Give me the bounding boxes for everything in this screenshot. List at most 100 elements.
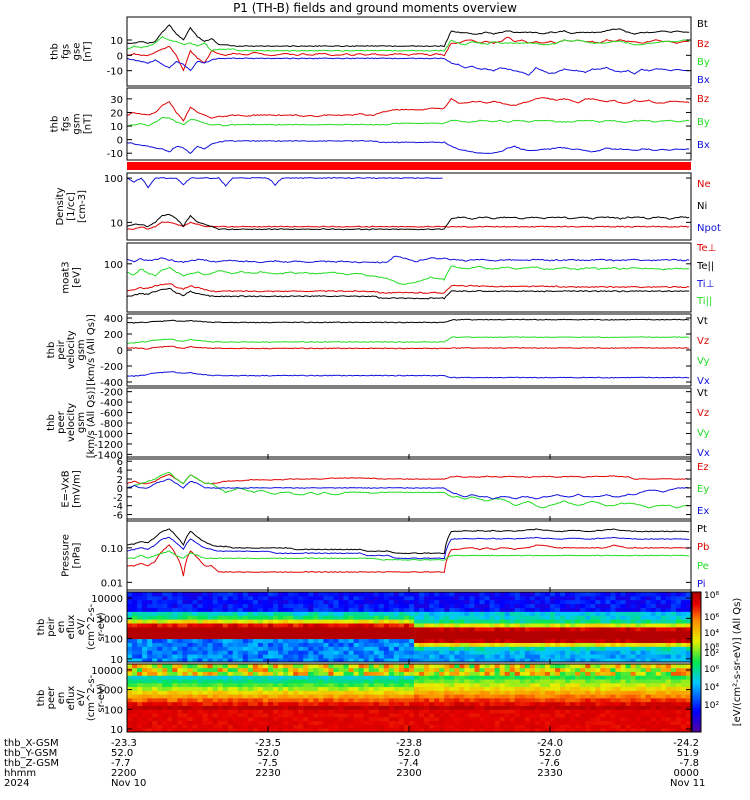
spectrogram-cell bbox=[152, 623, 158, 628]
spectrogram-cell bbox=[333, 646, 339, 651]
spectrogram-cell bbox=[424, 671, 430, 676]
spectrogram-cell bbox=[217, 599, 224, 605]
spectrogram-cell bbox=[555, 667, 561, 672]
spectrogram-cell bbox=[605, 682, 611, 688]
spectrogram-cell bbox=[509, 619, 516, 624]
spectrogram-cell bbox=[162, 634, 168, 640]
spectrogram-cell bbox=[419, 634, 425, 640]
spectrogram-cell bbox=[227, 638, 234, 643]
spectrogram-cell bbox=[565, 654, 571, 659]
spectrogram-cell bbox=[318, 686, 324, 691]
spectrogram-cell bbox=[348, 720, 355, 725]
spectrogram-cell bbox=[283, 720, 289, 725]
spectrogram-cell bbox=[494, 599, 501, 605]
spectrogram-cell bbox=[343, 627, 349, 632]
spectrogram-cell bbox=[222, 638, 229, 643]
spectrogram-cell bbox=[222, 682, 229, 688]
spectrogram-cell bbox=[152, 615, 158, 620]
spectrogram-cell bbox=[409, 634, 415, 640]
spectrogram-cell bbox=[348, 654, 355, 659]
spectrogram-cell bbox=[660, 690, 667, 695]
spectrogram-cell bbox=[635, 690, 642, 695]
spectrogram-cell bbox=[132, 671, 138, 676]
spectrogram-cell bbox=[585, 664, 591, 669]
spectrogram-cell bbox=[675, 654, 682, 659]
spectrogram-cell bbox=[142, 603, 148, 608]
spectrogram-cell bbox=[212, 650, 219, 655]
spectrogram-cell bbox=[635, 615, 642, 620]
spectrogram-cell bbox=[187, 682, 193, 688]
spectrogram-cell bbox=[414, 638, 420, 643]
spectrogram-cell bbox=[670, 698, 677, 703]
spectrogram-cell bbox=[378, 650, 385, 655]
spectrogram-cell bbox=[424, 654, 430, 659]
spectrogram-cell bbox=[293, 650, 299, 655]
spectrogram-cell bbox=[268, 603, 274, 608]
spectrogram-cell bbox=[469, 607, 475, 612]
spectrogram-cell bbox=[348, 595, 355, 601]
spectrogram-cell bbox=[414, 675, 420, 680]
spectrogram-cell bbox=[393, 705, 400, 710]
spectrogram-cell bbox=[625, 595, 631, 601]
spectrogram-cell bbox=[640, 658, 647, 663]
spectrogram-cell bbox=[519, 728, 526, 733]
spectrogram-cell bbox=[615, 682, 621, 688]
spectrogram-cell bbox=[293, 654, 299, 659]
spectrogram-cell bbox=[645, 646, 652, 651]
spectrogram-cell bbox=[137, 615, 143, 620]
spectrogram-cell bbox=[358, 690, 365, 695]
spectrogram-cell bbox=[152, 650, 158, 655]
spectrogram-cell bbox=[660, 603, 667, 608]
spectrogram-cell bbox=[298, 675, 304, 680]
spectrogram-cell bbox=[127, 690, 133, 695]
spectrogram-cell bbox=[403, 646, 410, 651]
spectrogram-cell bbox=[202, 634, 208, 640]
spectrogram-cell bbox=[358, 682, 365, 688]
spectrogram-cell bbox=[434, 686, 440, 691]
spectrogram-cell bbox=[363, 679, 370, 684]
spectrogram-cell bbox=[640, 630, 647, 636]
spectrogram-cell bbox=[489, 654, 496, 659]
spectrogram-cell bbox=[247, 627, 254, 632]
spectrogram-cell bbox=[620, 634, 626, 640]
spectrogram-cell bbox=[605, 690, 611, 695]
spectrogram-cell bbox=[675, 690, 682, 695]
spectrogram-cell bbox=[353, 658, 360, 663]
spectrogram-cell bbox=[424, 646, 430, 651]
spectrogram-cell bbox=[429, 630, 435, 636]
spectrogram-cell bbox=[378, 646, 385, 651]
spectrogram-cell bbox=[237, 679, 244, 684]
spectrogram-cell bbox=[419, 705, 425, 710]
spectrogram-cell bbox=[539, 611, 546, 616]
spectrogram-cell bbox=[262, 607, 269, 612]
spectrogram-cell bbox=[424, 607, 430, 612]
spectrogram-cell bbox=[454, 627, 460, 632]
spectrogram-cell bbox=[680, 642, 687, 647]
spectrogram-cell bbox=[580, 619, 586, 624]
spectrogram-cell bbox=[333, 701, 339, 706]
spectrogram-cell bbox=[560, 664, 566, 669]
spectrogram-cell bbox=[560, 709, 566, 714]
spectrogram-cell bbox=[303, 686, 309, 691]
spectrogram-cell bbox=[544, 623, 551, 628]
spectrogram-cell bbox=[630, 690, 637, 695]
spectrogram-cell bbox=[242, 686, 249, 691]
spectrogram-cell bbox=[398, 667, 405, 672]
spectrogram-cell bbox=[479, 650, 485, 655]
spectrogram-cell bbox=[529, 630, 536, 636]
spectrogram-cell bbox=[132, 716, 138, 722]
spectrogram-cell bbox=[529, 690, 536, 695]
spectrogram-cell bbox=[298, 690, 304, 695]
spectrogram-cell bbox=[353, 592, 360, 597]
spectrogram-cell bbox=[398, 623, 405, 628]
spectrogram-cell bbox=[660, 694, 667, 699]
spectrogram-cell bbox=[489, 599, 496, 605]
spectrogram-cell bbox=[398, 592, 405, 597]
spectrogram-cell bbox=[479, 619, 485, 624]
colorbar-cell bbox=[692, 612, 701, 615]
spectrogram-cell bbox=[494, 679, 501, 684]
colorbar-cell bbox=[692, 616, 701, 619]
spectrogram-cell bbox=[167, 664, 173, 669]
spectrogram-cell bbox=[273, 615, 279, 620]
spectrogram-cell bbox=[479, 713, 485, 718]
